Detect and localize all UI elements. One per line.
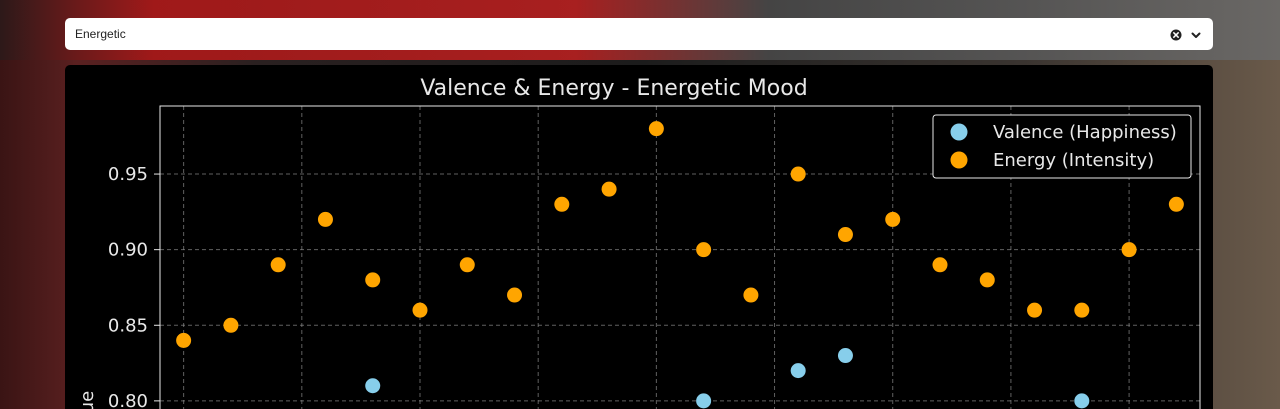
data-point-energy: [459, 257, 475, 273]
data-point-valence: [365, 378, 381, 394]
data-point-energy: [932, 257, 948, 273]
legend-marker-valence: [950, 123, 968, 141]
legend-marker-energy: [950, 151, 968, 169]
data-point-valence: [1074, 393, 1090, 409]
data-point-energy: [1168, 196, 1184, 212]
data-point-energy: [554, 196, 570, 212]
data-point-energy: [648, 121, 664, 137]
y-axis-label: ue: [77, 391, 98, 409]
y-axis-ticks: 0.80 0.85 0.90 0.95: [108, 164, 160, 409]
data-point-energy: [412, 302, 428, 318]
data-point-energy: [743, 287, 759, 303]
y-tick-label: 0.80: [108, 391, 148, 409]
data-point-energy: [507, 287, 523, 303]
chart-title: Valence & Energy - Energetic Mood: [420, 76, 807, 101]
data-point-valence: [790, 363, 806, 379]
mood-select-value: Energetic: [75, 27, 126, 41]
chevron-down-icon[interactable]: [1189, 27, 1203, 41]
data-point-energy: [885, 211, 901, 227]
data-point-energy: [696, 242, 712, 258]
scatter-chart: Valence & Energy - Energetic Mood 0.800.…: [77, 76, 1201, 409]
data-point-energy: [601, 181, 617, 197]
data-point-energy: [223, 317, 239, 333]
data-point-valence: [837, 348, 853, 364]
legend-frame: [932, 114, 1192, 179]
legend-label-valence: Valence (Happiness): [993, 122, 1177, 143]
data-point-valence: [696, 393, 712, 409]
y-tick-label: 0.85: [108, 315, 148, 336]
legend: Valence (Happiness) Energy (Intensity): [932, 114, 1192, 179]
data-point-energy: [317, 211, 333, 227]
data-point-energy: [1074, 302, 1090, 318]
y-tick-label: 0.90: [108, 240, 148, 261]
data-point-energy: [790, 166, 806, 182]
data-point-energy: [1121, 242, 1137, 258]
data-point-energy: [979, 272, 995, 288]
chart-card: Valence & Energy - Energetic Mood 0.80 0.…: [65, 65, 1213, 409]
plot-frame: [159, 105, 1201, 409]
legend-label-energy: Energy (Intensity): [993, 150, 1154, 171]
data-point-energy: [176, 332, 192, 348]
data-point-energy: [837, 227, 853, 243]
mood-select[interactable]: Energetic: [65, 18, 1213, 50]
data-point-energy: [365, 272, 381, 288]
clear-icon[interactable]: [1169, 27, 1183, 41]
data-point-energy: [270, 257, 286, 273]
y-tick-label: 0.95: [108, 164, 148, 185]
data-points: [176, 121, 1184, 409]
data-point-energy: [1027, 302, 1043, 318]
